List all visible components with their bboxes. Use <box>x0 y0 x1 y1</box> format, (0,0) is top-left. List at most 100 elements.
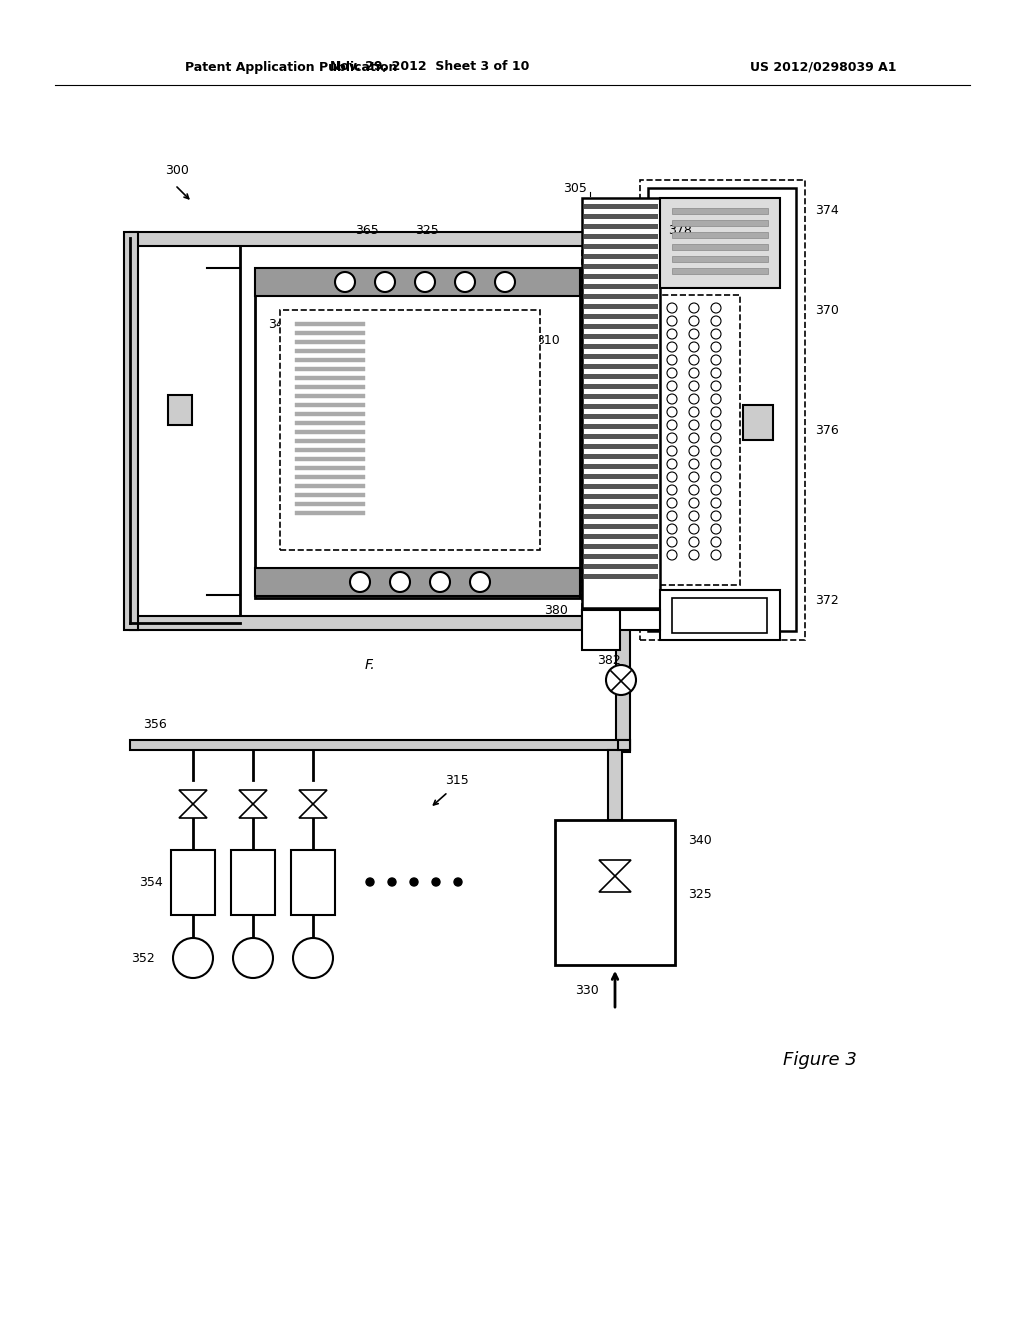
Bar <box>171 850 215 915</box>
Text: 354: 354 <box>139 875 163 888</box>
Bar <box>584 535 658 539</box>
Bar <box>584 393 658 399</box>
Polygon shape <box>599 876 631 892</box>
Bar <box>584 524 658 529</box>
Bar <box>584 474 658 479</box>
Polygon shape <box>239 804 267 818</box>
Bar <box>295 466 365 470</box>
Bar <box>295 348 365 352</box>
Circle shape <box>335 272 355 292</box>
Circle shape <box>173 939 213 978</box>
Text: 370: 370 <box>815 304 839 317</box>
Bar <box>130 232 630 246</box>
Circle shape <box>430 572 450 591</box>
Bar <box>295 492 365 498</box>
Bar <box>660 294 740 585</box>
Bar <box>295 331 365 335</box>
Polygon shape <box>299 804 327 818</box>
Text: 315: 315 <box>445 774 469 787</box>
Text: 325: 325 <box>688 888 712 902</box>
Bar <box>616 232 630 630</box>
Text: Figure 3: Figure 3 <box>783 1051 857 1069</box>
Text: Patent Application Publication: Patent Application Publication <box>185 61 397 74</box>
Text: Nov. 29, 2012  Sheet 3 of 10: Nov. 29, 2012 Sheet 3 of 10 <box>331 61 529 74</box>
Bar <box>584 334 658 339</box>
Bar <box>640 180 805 640</box>
Bar <box>130 741 630 750</box>
Bar <box>584 513 658 519</box>
Bar <box>584 284 658 289</box>
Bar <box>582 610 660 630</box>
Bar <box>660 590 780 640</box>
Bar <box>672 220 768 226</box>
Text: 330: 330 <box>575 983 599 997</box>
Text: 378: 378 <box>668 223 692 236</box>
Circle shape <box>606 665 636 696</box>
Bar <box>584 504 658 510</box>
Bar <box>584 384 658 389</box>
Circle shape <box>455 272 475 292</box>
Text: 325: 325 <box>415 223 438 236</box>
Text: 380: 380 <box>544 603 568 616</box>
Bar <box>616 232 630 752</box>
Text: 340: 340 <box>268 318 292 331</box>
Bar <box>255 268 580 598</box>
Text: F.: F. <box>365 657 376 672</box>
Text: 376: 376 <box>815 424 839 437</box>
Bar <box>584 345 658 348</box>
Polygon shape <box>179 789 207 804</box>
Bar <box>672 244 768 249</box>
Bar <box>584 574 658 579</box>
Circle shape <box>375 272 395 292</box>
Bar <box>295 367 365 371</box>
Bar <box>295 440 365 444</box>
Text: 305: 305 <box>563 181 587 194</box>
Bar <box>280 310 540 550</box>
Circle shape <box>366 878 374 886</box>
Text: 320: 320 <box>450 433 474 446</box>
Text: 374: 374 <box>815 203 839 216</box>
Circle shape <box>350 572 370 591</box>
Circle shape <box>470 572 490 591</box>
Text: 365: 365 <box>355 223 379 236</box>
Text: 352: 352 <box>131 952 155 965</box>
Bar <box>584 554 658 558</box>
Polygon shape <box>299 789 327 804</box>
Text: 335: 335 <box>300 413 324 426</box>
Text: 382: 382 <box>597 653 621 667</box>
Bar <box>295 457 365 461</box>
Bar <box>584 544 658 549</box>
Text: US 2012/0298039 A1: US 2012/0298039 A1 <box>750 61 896 74</box>
Bar <box>584 424 658 429</box>
Bar <box>584 314 658 319</box>
Bar <box>584 304 658 309</box>
Bar <box>672 598 767 634</box>
Text: 300: 300 <box>165 164 188 177</box>
Bar <box>584 494 658 499</box>
Text: 310: 310 <box>537 334 560 346</box>
Bar <box>743 405 773 440</box>
Bar <box>255 568 580 597</box>
Polygon shape <box>239 789 267 804</box>
Bar <box>660 198 780 288</box>
Bar <box>295 358 365 362</box>
Bar <box>648 187 796 631</box>
Bar <box>584 264 658 269</box>
Text: 340: 340 <box>688 833 712 846</box>
Circle shape <box>390 572 410 591</box>
Polygon shape <box>179 804 207 818</box>
Text: 372: 372 <box>815 594 839 606</box>
Bar <box>584 275 658 279</box>
Bar <box>295 412 365 416</box>
Bar <box>295 502 365 506</box>
Bar <box>295 403 365 407</box>
Bar <box>255 268 580 296</box>
Bar <box>608 750 622 820</box>
Bar <box>584 454 658 459</box>
Bar <box>672 268 768 275</box>
Bar <box>207 238 582 623</box>
Bar <box>584 564 658 569</box>
Circle shape <box>454 878 462 886</box>
Bar <box>555 820 675 965</box>
Bar <box>295 341 365 345</box>
